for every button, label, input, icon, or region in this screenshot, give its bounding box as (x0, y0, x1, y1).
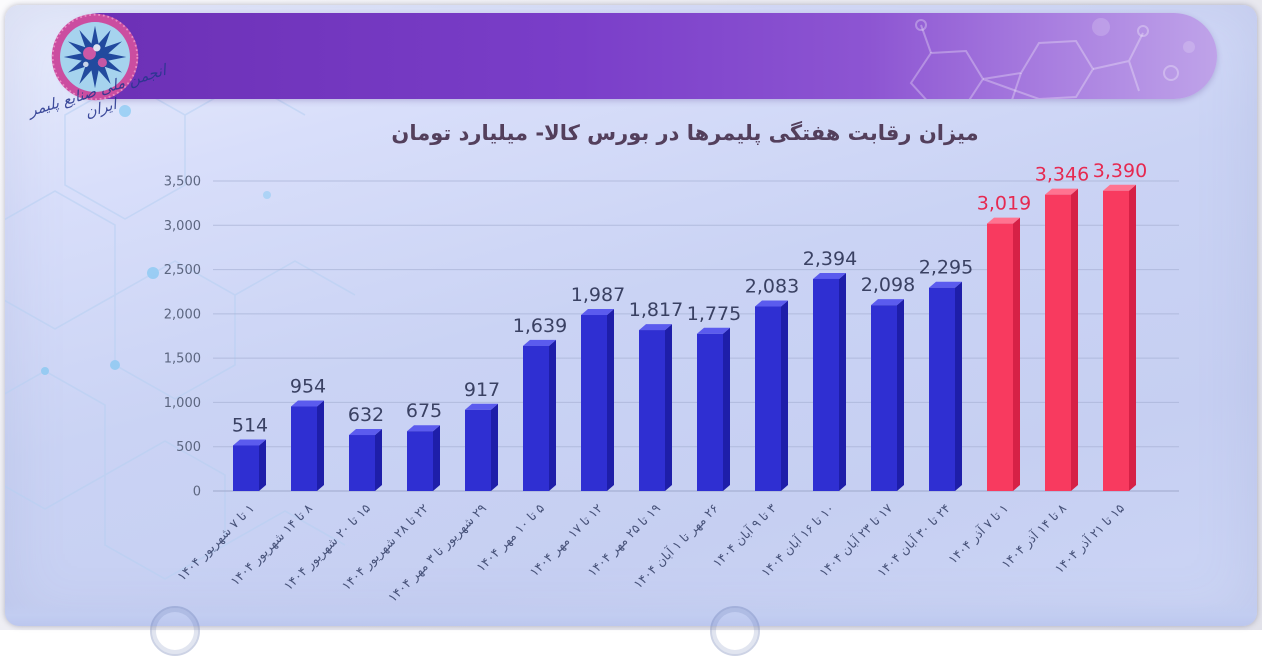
y-tick-label: 1,000 (164, 396, 201, 411)
bar (871, 305, 897, 491)
bar-value-label: 1,639 (513, 315, 567, 337)
photo-frame: انجمن ملی صنایع پلیمر ایران میزان رقابت … (0, 0, 1262, 630)
bar-value-label: 917 (464, 379, 500, 401)
bar-side-face (259, 439, 266, 491)
bar (407, 431, 433, 491)
y-tick-label: 1,500 (164, 352, 201, 367)
bar (697, 334, 723, 491)
bar-value-label: 514 (232, 414, 268, 436)
bar-side-face (781, 301, 788, 491)
bar-side-face (955, 282, 962, 491)
bar-side-face (375, 429, 382, 491)
chart-title: میزان رقابت هفتگی پلیمرها در بورس کالا- … (335, 121, 1035, 145)
bar-side-face (433, 425, 440, 491)
bar-value-label: 1,817 (629, 299, 683, 321)
bar-value-label: 1,987 (571, 284, 625, 306)
footer-watermark-icon (150, 606, 200, 656)
y-tick-label: 2,500 (164, 263, 201, 278)
bar-side-face (665, 324, 672, 491)
bar-side-face (607, 309, 614, 491)
y-tick-label: 3,500 (164, 175, 201, 190)
footer-strip (5, 602, 1257, 626)
bar (291, 407, 317, 491)
bar-value-label: 2,083 (745, 276, 799, 298)
bar (1103, 191, 1129, 491)
bar-category-label: ۲۹ شهریور تا ۳ مهر ۱۴۰۴ (385, 500, 490, 605)
bar (523, 346, 549, 491)
bar-value-label: 3,390 (1093, 161, 1147, 182)
bar-side-face (1013, 218, 1020, 491)
bar-side-face (317, 401, 324, 491)
bar (987, 224, 1013, 491)
header-banner (57, 13, 1217, 99)
bar-side-face (1071, 189, 1078, 491)
bar (581, 315, 607, 491)
molecule-pattern-decoration (871, 13, 1211, 99)
bar-value-label: 3,346 (1035, 164, 1089, 186)
y-tick-label: 3,000 (164, 219, 201, 234)
bar-value-label: 954 (290, 376, 326, 398)
bar (813, 279, 839, 491)
y-tick-label: 2,000 (164, 307, 201, 322)
bar-value-label: 632 (348, 404, 384, 426)
bar-value-label: 675 (406, 400, 442, 422)
y-tick-label: 0 (193, 485, 201, 500)
bar-side-face (723, 328, 730, 491)
bar (639, 330, 665, 491)
bar-value-label: 2,394 (803, 248, 857, 270)
slide-background: انجمن ملی صنایع پلیمر ایران میزان رقابت … (5, 5, 1257, 626)
bar-side-face (897, 299, 904, 491)
bar (349, 435, 375, 491)
footer-watermark-icon (710, 606, 760, 656)
bar-value-label: 3,019 (977, 193, 1031, 215)
bar (465, 410, 491, 491)
bar (929, 288, 955, 491)
y-tick-label: 500 (176, 440, 201, 455)
bar (233, 445, 259, 491)
bar (1045, 195, 1071, 491)
bar-side-face (1129, 185, 1136, 491)
bar (755, 307, 781, 491)
bar-value-label: 1,775 (687, 303, 741, 325)
bar-value-label: 2,098 (861, 274, 915, 296)
bar-side-face (839, 273, 846, 491)
bar-value-label: 2,295 (919, 257, 973, 279)
bar-side-face (491, 404, 498, 491)
bar-side-face (549, 340, 556, 491)
